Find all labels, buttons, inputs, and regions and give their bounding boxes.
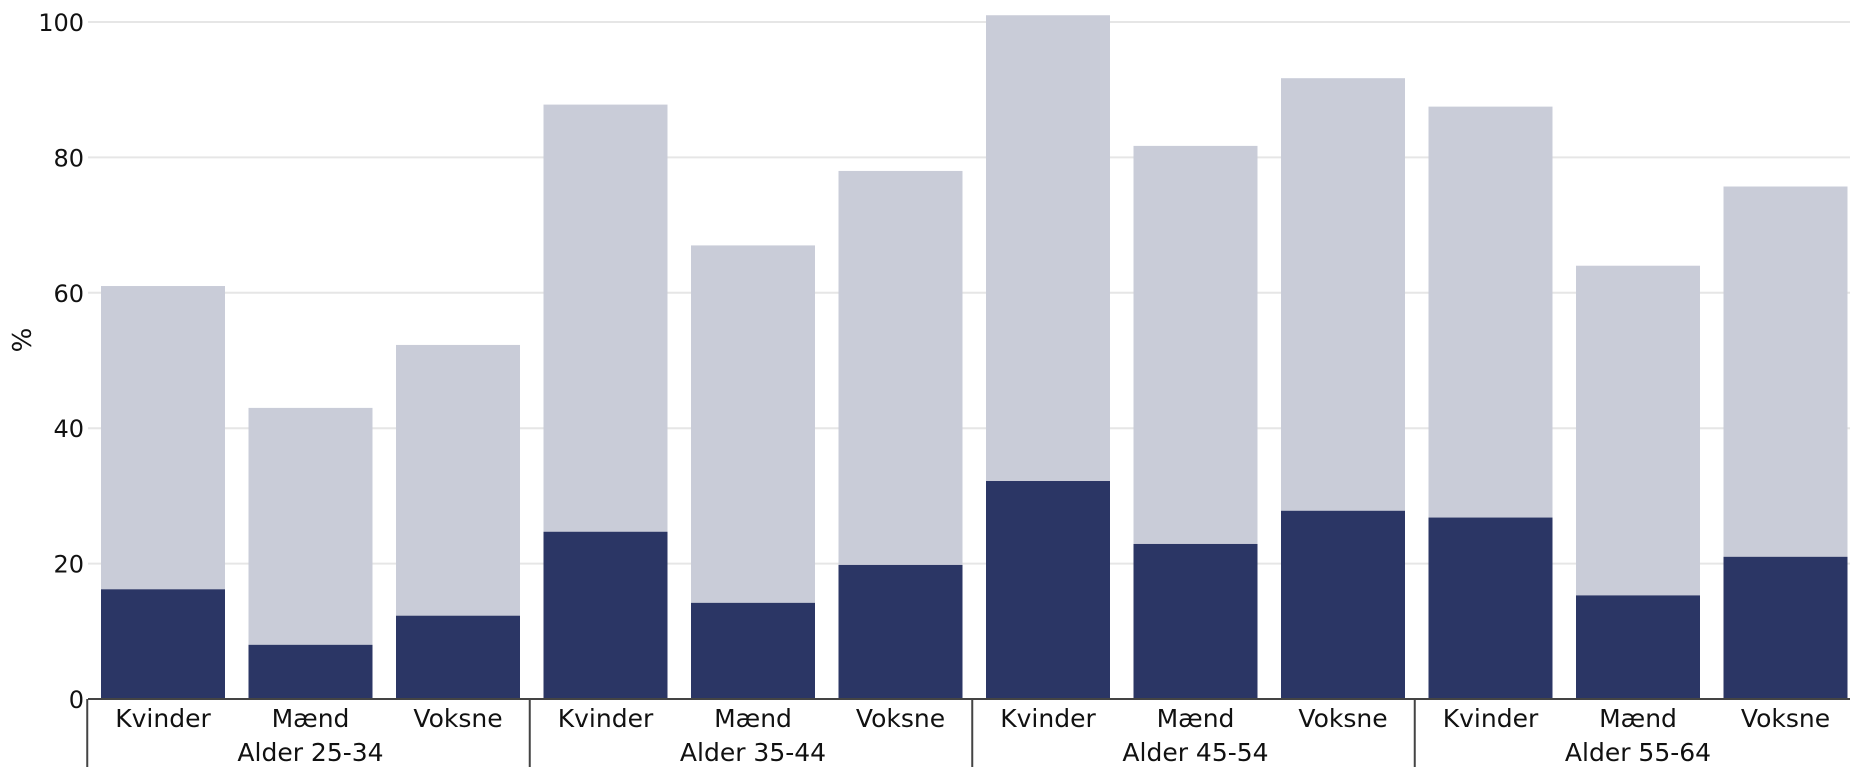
x-group-label: Alder 55-64: [1565, 738, 1711, 767]
y-tick-label: 20: [53, 551, 84, 579]
bar-share: [838, 564, 963, 699]
x-group-label: Alder 45-54: [1122, 738, 1268, 767]
y-tick-label: 60: [53, 280, 84, 308]
x-category-label: Kvinder: [1443, 704, 1539, 733]
x-category-label: Voksne: [1298, 704, 1387, 733]
y-tick-label: 100: [38, 9, 84, 37]
bar-share: [543, 531, 668, 699]
x-category-label: Kvinder: [115, 704, 211, 733]
y-tick-label: 40: [53, 415, 84, 443]
x-category-label: Mænd: [272, 704, 350, 733]
bar-share: [101, 589, 225, 699]
x-category-label: Kvinder: [1000, 704, 1096, 733]
x-category-label: Voksne: [856, 704, 945, 733]
y-tick-label: 0: [69, 686, 84, 714]
x-category-label: Mænd: [714, 704, 792, 733]
x-category-label: Mænd: [1599, 704, 1677, 733]
labels: 0 20 40 60 80 100 Kvinder Mænd Voksne Kvinder Mænd…: [38, 9, 1830, 767]
x-category-label: Voksne: [1741, 704, 1830, 733]
bar-share: [396, 615, 520, 699]
x-category-label: Kvinder: [558, 704, 654, 733]
bar-share: [691, 602, 815, 699]
bar-share: [1428, 517, 1553, 699]
bar-share: [986, 481, 1110, 699]
y-axis-title: %: [8, 328, 38, 353]
bar-share: [1281, 510, 1405, 699]
x-category-label: Voksne: [413, 704, 502, 733]
x-group-label: Alder 35-44: [680, 738, 826, 767]
bars: [101, 15, 1848, 700]
bar-share: [1133, 543, 1258, 699]
gridlines: [88, 21, 1850, 565]
x-group-label: Alder 25-34: [237, 738, 383, 767]
axes: [86, 698, 1850, 767]
y-tick-label: 80: [53, 144, 84, 172]
bar-share: [1576, 595, 1700, 699]
bar-share: [1723, 556, 1848, 699]
x-category-label: Mænd: [1157, 704, 1235, 733]
bar-share: [248, 644, 373, 699]
